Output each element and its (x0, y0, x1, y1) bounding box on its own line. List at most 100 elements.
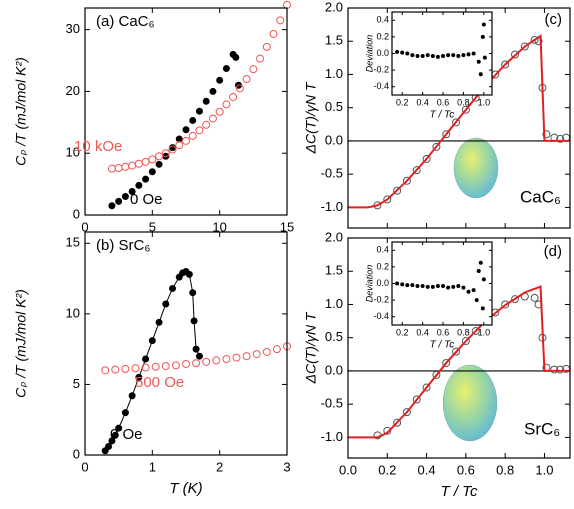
data-point (128, 161, 137, 170)
data-point (456, 283, 461, 288)
data-point (476, 269, 481, 274)
data-point (195, 107, 203, 115)
data-point (425, 284, 430, 289)
data-point (232, 353, 241, 362)
data-point (480, 306, 485, 311)
inset-y-label: Deviation (364, 35, 374, 73)
annotation: SrC₆ (524, 419, 560, 438)
x-tick-label: 0.8 (457, 327, 470, 337)
fermi-surface-ellipsoid (442, 137, 499, 442)
data-point (115, 197, 123, 205)
data-point (189, 289, 197, 297)
x-tick-label: 2 (216, 459, 223, 474)
data-point (474, 298, 479, 303)
y-tick-label: 0.0 (325, 362, 343, 377)
data-point (501, 60, 510, 69)
y-tick-label: 1.5 (325, 33, 343, 48)
data-point (420, 53, 425, 58)
data-point (134, 159, 143, 168)
x-tick-label: 0.4 (416, 97, 429, 107)
data-point (121, 192, 129, 200)
series-line (104, 270, 200, 452)
data-point (161, 149, 170, 158)
data-point (155, 318, 163, 326)
data-point (135, 181, 143, 189)
data-point (402, 176, 411, 185)
data-point (556, 365, 565, 374)
y-tick-label: 30 (66, 21, 80, 36)
series-label: 0 Oe (110, 426, 143, 443)
data-point (272, 345, 281, 354)
data-point (256, 54, 265, 63)
data-point (481, 22, 486, 27)
plot-frame (391, 11, 493, 96)
data-point (556, 134, 565, 143)
y-tick-label: -0.4 (373, 81, 389, 91)
data-point (510, 50, 519, 59)
data-point (121, 162, 130, 171)
series-label: 0 Oe (130, 191, 163, 208)
data-point (269, 29, 278, 38)
data-point (235, 84, 244, 93)
data-point (422, 154, 431, 163)
data-point (383, 426, 392, 435)
x-tick-label: 0.2 (378, 462, 396, 477)
data-point (222, 65, 230, 73)
data-point (208, 114, 217, 123)
data-point (111, 431, 119, 439)
data-point (402, 408, 411, 417)
y-tick-label: -0.5 (321, 396, 343, 411)
data-point (276, 16, 285, 25)
data-point (192, 359, 201, 368)
data-point (441, 53, 446, 58)
y-tick-label: 15 (66, 235, 80, 250)
y-tick-label: 1.0 (325, 66, 343, 81)
data-point (446, 53, 451, 58)
data-point (466, 52, 471, 57)
data-point (441, 283, 446, 288)
data-point (192, 345, 200, 353)
data-point (405, 51, 410, 56)
y-tick-label: -1.0 (321, 429, 343, 444)
inset-background (392, 242, 492, 325)
x-tick-label: 15 (280, 219, 294, 234)
data-point (182, 359, 190, 368)
data-point (461, 105, 470, 114)
data-point (252, 350, 261, 359)
x-tick-label: 0.6 (457, 462, 475, 477)
data-point (175, 141, 184, 150)
data-point (216, 76, 224, 84)
x-tick-label: 0 (81, 459, 88, 474)
data-point (161, 362, 170, 371)
data-point (395, 281, 400, 286)
data-point (242, 75, 251, 84)
data-point (222, 100, 231, 109)
x-tick-label: 1.0 (478, 327, 491, 337)
series-label: 10 kOe (74, 138, 122, 155)
data-point (442, 358, 451, 367)
data-point (471, 288, 476, 293)
y-tick-label: 0.4 (376, 245, 389, 255)
panel-title: (b) SrC₆ (96, 237, 150, 254)
data-point (121, 409, 129, 417)
data-point (169, 284, 177, 292)
series-line (348, 285, 570, 439)
series-label: 500 Oe (135, 374, 184, 391)
data-point (195, 126, 204, 135)
y-tick-label: 1.5 (325, 263, 343, 278)
data-point (412, 166, 421, 175)
data-point (461, 53, 466, 58)
y-axis-label: ΔC(T)/γN T (303, 81, 319, 154)
plot-frame (84, 7, 288, 216)
y-axis-label: ΔC(T)/γN T (303, 311, 319, 384)
y-tick-label: 10 (66, 305, 80, 320)
data-point (114, 164, 123, 173)
data-point (478, 72, 483, 77)
data-point (171, 361, 180, 370)
data-point (466, 289, 471, 294)
data-point (115, 424, 123, 432)
data-point (430, 53, 435, 58)
data-point (471, 327, 480, 336)
data-point (415, 53, 420, 58)
data-point (185, 270, 193, 278)
